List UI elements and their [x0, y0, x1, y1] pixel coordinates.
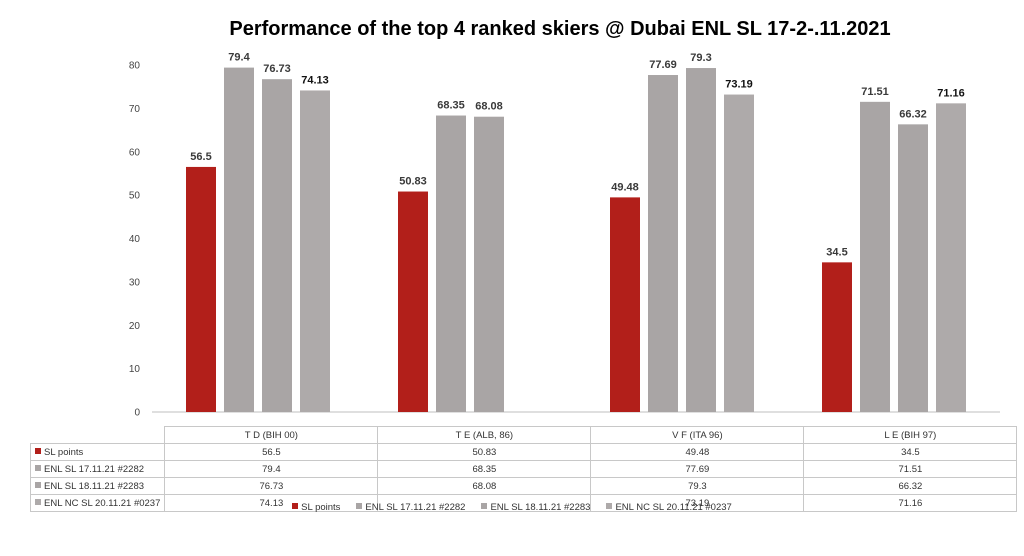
- table-cell: 34.5: [803, 443, 1018, 461]
- legend-item: ENL SL 17.11.21 #2282: [356, 502, 465, 513]
- y-tick-label: 20: [129, 321, 141, 332]
- legend-label: ENL NC SL 20.11.21 #0237: [615, 502, 732, 513]
- series-row-label: ENL SL 18.11.21 #2283: [29, 477, 166, 495]
- plot-area: 0 10 20 30 40 50 60 70 80 56.5 79.4 76.73 74.13 50.8…: [129, 52, 1000, 419]
- data-label: 71.16: [937, 87, 965, 99]
- legend-swatch-icon: [35, 447, 41, 454]
- table-cell: 68.35: [377, 460, 592, 478]
- chart-title: Performance of the top 4 ranked skiers @…: [229, 18, 891, 40]
- table-header-row: T D (BIH 00) T E (ALB, 86) V F (ITA 96) L E…: [30, 426, 1018, 444]
- bar: [610, 197, 640, 412]
- legend-item: SL points: [292, 502, 340, 513]
- legend-item: ENL NC SL 20.11.21 #0237: [606, 502, 732, 513]
- legend-swatch-icon: [292, 503, 299, 509]
- y-tick-label: 60: [129, 147, 141, 158]
- bar: [224, 67, 254, 412]
- table-cell: 71.16: [803, 494, 1018, 512]
- legend-swatch-icon: [35, 498, 41, 505]
- bar: [262, 79, 292, 412]
- table-cell: 56.5: [164, 443, 379, 461]
- category-label: T E (ALB, 86): [377, 426, 592, 444]
- category-label: L E (BIH 97): [803, 426, 1018, 444]
- category-label: T D (BIH 00): [164, 426, 379, 444]
- table-cell: 79.4: [164, 460, 379, 478]
- legend-swatch-icon: [35, 481, 41, 488]
- table-row: ENL SL 17.11.21 #2282 79.4 68.35 77.69 71.51: [29, 460, 1018, 478]
- data-label: 73.19: [725, 79, 753, 91]
- data-label: 76.73: [263, 63, 291, 75]
- legend-label: ENL SL 18.11.21 #2283: [490, 502, 591, 513]
- table-row: ENL SL 18.11.21 #2283 76.73 68.08 79.3 66.32: [29, 477, 1018, 495]
- legend-swatch-icon: [606, 503, 613, 509]
- legend-swatch-icon: [481, 503, 488, 509]
- legend-label: SL points: [301, 502, 341, 513]
- table-cell: 76.73: [164, 477, 379, 495]
- category-label: V F (ITA 96): [590, 426, 805, 444]
- data-label: 77.69: [649, 59, 677, 71]
- bar: [648, 75, 678, 412]
- table-cell: 71.51: [803, 460, 1018, 478]
- legend-swatch-icon: [35, 464, 41, 471]
- bar-labels: 56.5 79.4 76.73 74.13 50.83 68.35 68.08 49.48 77…: [190, 52, 964, 259]
- legend-swatch-icon: [356, 503, 363, 509]
- data-label: 66.32: [899, 108, 927, 120]
- series-row-label: ENL NC SL 20.11.21 #0237: [29, 494, 166, 512]
- y-tick-label: 40: [129, 234, 141, 245]
- table-cell: 66.32: [803, 477, 1018, 495]
- data-label: 34.5: [826, 246, 847, 258]
- table-cell: 68.08: [377, 477, 592, 495]
- bars: [186, 67, 966, 413]
- data-label: 79.4: [228, 52, 250, 64]
- data-label: 50.83: [399, 176, 427, 188]
- bar: [186, 166, 216, 412]
- table-row: SL points 56.5 50.83 49.48 34.5: [29, 443, 1018, 461]
- data-label: 68.08: [475, 101, 503, 113]
- y-tick-label: 10: [129, 364, 141, 375]
- table-corner: [30, 426, 166, 444]
- bar: [898, 124, 928, 412]
- y-axis: 0 10 20 30 40 50 60 70 80: [129, 61, 1000, 419]
- bar: [860, 101, 890, 412]
- bar: [436, 115, 466, 413]
- bar: [474, 116, 504, 412]
- data-label: 68.35: [437, 100, 465, 112]
- bar: [936, 103, 966, 412]
- table-cell: 49.48: [590, 443, 805, 461]
- legend-item: ENL SL 18.11.21 #2283: [481, 502, 590, 513]
- data-table: T D (BIH 00) T E (ALB, 86) V F (ITA 96) L E…: [29, 426, 1018, 512]
- legend-label: ENL SL 17.11.21 #2282: [365, 502, 466, 513]
- bar: [822, 262, 852, 412]
- y-tick-label: 80: [129, 61, 141, 72]
- data-label: 74.13: [301, 74, 329, 86]
- table-cell: 77.69: [590, 460, 805, 478]
- y-tick-label: 50: [129, 191, 141, 202]
- bar: [398, 191, 428, 412]
- bar: [300, 90, 330, 413]
- bar: [686, 68, 716, 412]
- data-label: 56.5: [190, 151, 211, 163]
- legend: SL points ENL SL 17.11.21 #2282 ENL SL 18.…: [0, 502, 1024, 513]
- bar: [724, 94, 754, 412]
- data-label: 79.3: [690, 52, 711, 64]
- y-tick-label: 70: [129, 104, 141, 115]
- y-tick-label: 0: [134, 408, 140, 419]
- table-cell: 79.3: [590, 477, 805, 495]
- y-tick-label: 30: [129, 277, 141, 288]
- data-label: 71.51: [861, 86, 889, 98]
- data-label: 49.48: [611, 181, 639, 193]
- table-cell: 50.83: [377, 443, 592, 461]
- series-row-label: SL points: [29, 443, 166, 461]
- series-row-label: ENL SL 17.11.21 #2282: [29, 460, 166, 478]
